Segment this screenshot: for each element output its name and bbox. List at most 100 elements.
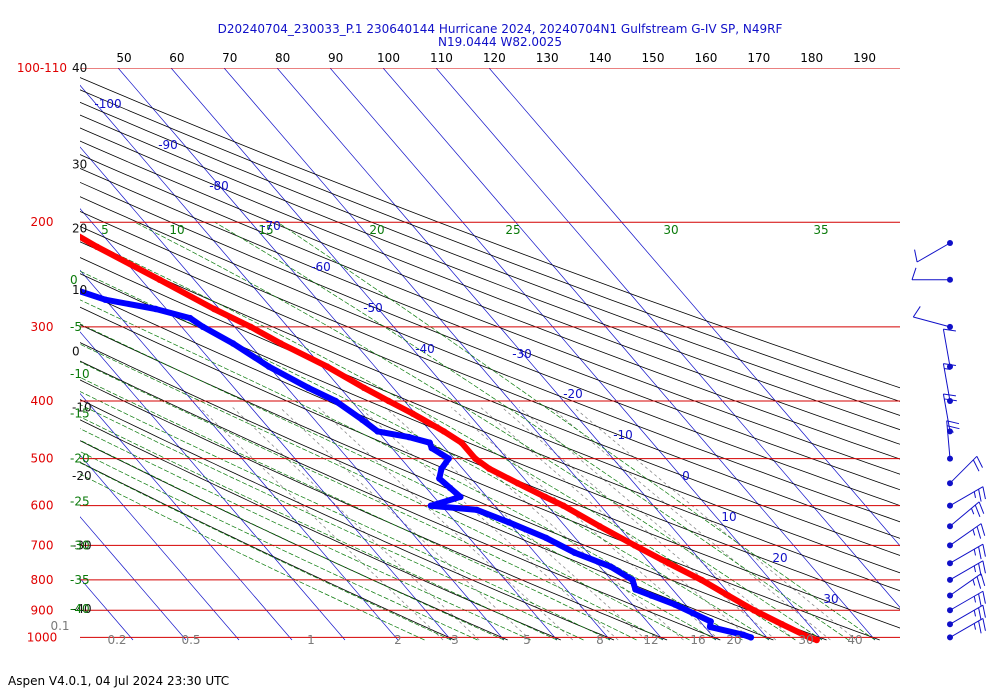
dry-adiabat-line (80, 461, 455, 641)
temperature-profile-point (385, 397, 392, 405)
wind-barb-staff (949, 501, 980, 527)
isotherm-label: 0 (682, 469, 690, 483)
left-temp-label: -40 (72, 602, 92, 616)
isotherm-label: -10 (613, 428, 633, 442)
temperature-profile-point (360, 384, 368, 391)
moist-adiabat-line (80, 270, 770, 641)
temperature-profile-point (486, 465, 493, 472)
top-axis-tick-label: 130 (536, 51, 559, 65)
wind-barb-half-feather (973, 596, 977, 603)
wind-barb (947, 486, 986, 509)
wind-barb-feather (982, 605, 986, 618)
isotherm-label: -90 (158, 138, 178, 152)
moist-adiabat-label: -30 (70, 538, 90, 552)
mixing-ratio-label: 8 (596, 633, 604, 647)
top-axis-tick-label: 140 (589, 51, 612, 65)
wind-barb-staff (949, 543, 984, 564)
isotherm-line (80, 208, 452, 641)
moist-adiabat-line (277, 221, 876, 641)
mixing-ratio-label: 5 (523, 633, 531, 647)
isotherm-label: -70 (261, 219, 281, 233)
mixing-ratio-label: 0.1 (50, 619, 69, 633)
temperature-profile-point (750, 607, 758, 614)
mixing-ratio-line (199, 407, 444, 641)
top-axis-tick-label: 170 (747, 51, 770, 65)
moist-adiabat-label: -10 (70, 367, 90, 381)
dry-adiabat-line (80, 167, 900, 491)
mixing-ratio-line (232, 407, 480, 641)
isotherm-label: -80 (209, 179, 229, 193)
isotherm-label: 20 (772, 551, 787, 565)
dry-adiabat-line (80, 101, 900, 416)
left-temp-label: -20 (72, 469, 92, 483)
dewpoint-profile-point (747, 634, 755, 641)
wind-barb-staff (942, 393, 951, 432)
left-temp-label: 40 (72, 61, 87, 75)
pressure-tick-label: 700 (31, 538, 54, 552)
wind-barb-feather (982, 618, 986, 631)
pressure-tick-label: 300 (31, 320, 54, 334)
dewpoint-profile-point (186, 314, 194, 322)
theta-e-label: 35 (813, 223, 828, 237)
dry-adiabat-line (80, 399, 615, 641)
dewpoint-profile-point (671, 601, 678, 608)
theta-e-label: 10 (169, 223, 184, 237)
dewpoint-profile-point (426, 439, 433, 446)
temperature-profile-point (458, 439, 465, 446)
dewpoint-profile-point (374, 428, 381, 435)
mixing-ratio-label: 20 (726, 633, 741, 647)
isotherm-line (382, 68, 876, 641)
dry-adiabat-line (80, 196, 900, 523)
wind-barb-feather (944, 398, 957, 402)
temperature-profile-point (560, 502, 567, 509)
dewpoint-profile-point (706, 623, 714, 631)
wind-barb (942, 363, 956, 405)
isotherm-line (80, 454, 240, 641)
wind-barb-half-feather (973, 610, 977, 617)
chart-title-line2: N19.0444 W82.0025 (438, 35, 562, 49)
isotherm-line (80, 331, 346, 641)
top-axis-tick-label: 160 (694, 51, 717, 65)
top-axis-tick-label: 70 (222, 51, 237, 65)
mixing-ratio-label: 0.5 (181, 633, 200, 647)
dry-adiabat-line (80, 289, 900, 629)
moist-adiabat-line (214, 221, 849, 641)
moist-adiabat-line (80, 404, 584, 641)
isotherm-label: -100 (94, 97, 121, 111)
dewpoint-profile-point (689, 609, 697, 617)
wind-barb (947, 617, 986, 641)
wind-barb-feather (978, 489, 982, 502)
wind-barb-feather (978, 607, 982, 621)
wind-barb-staff (949, 617, 984, 638)
top-axis-tick-label: 180 (800, 51, 823, 65)
wind-barb-feather (947, 425, 960, 430)
isotherm-label: -20 (563, 387, 583, 401)
dewpoint-profile-point (648, 592, 655, 599)
dry-adiabat-line (80, 257, 900, 592)
dewpoint-profile-point (305, 384, 312, 391)
moist-adiabat-line (80, 451, 478, 641)
wind-barb-feather (978, 546, 982, 560)
pressure-tick-label: 800 (31, 573, 54, 587)
temperature-profile-point (440, 428, 448, 435)
top-axis-tick-label: 190 (853, 51, 876, 65)
dewpoint-profile-point (199, 323, 207, 330)
wind-barb-staff (949, 604, 984, 625)
isotherm-line (80, 639, 81, 640)
wind-barb-feather (912, 306, 921, 318)
mixing-ratio-label: 40 (847, 633, 862, 647)
wind-barb-staff (949, 560, 984, 581)
wind-barb (947, 604, 986, 628)
dry-adiabat-line (80, 140, 900, 460)
isotherm-line (117, 68, 611, 641)
isotherm-label: -50 (363, 301, 383, 315)
wind-barb-feather (978, 501, 985, 514)
moist-adiabat-label: -25 (70, 494, 90, 508)
theta-e-label: 30 (663, 223, 678, 237)
mixing-ratio-line (451, 407, 720, 641)
temperature-profile-point (93, 243, 101, 250)
dewpoint-profile-point (445, 455, 452, 462)
wind-barb-feather (943, 328, 956, 332)
top-axis-tick-label: 150 (642, 51, 665, 65)
dry-adiabat-line (80, 306, 880, 641)
